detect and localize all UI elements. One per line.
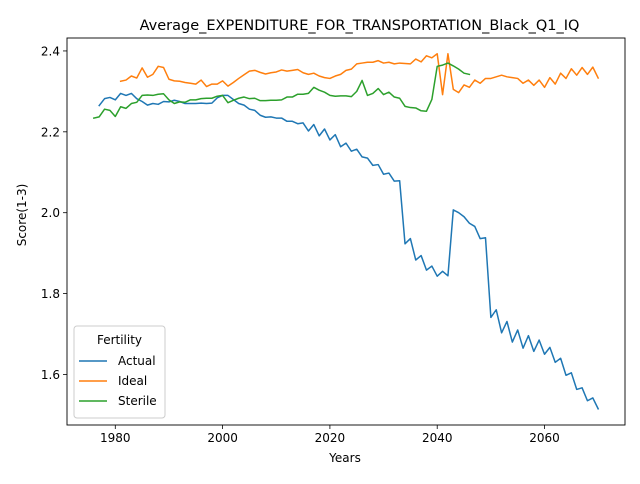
plot-area <box>92 53 600 410</box>
axes-frame <box>66 37 626 426</box>
legend-label-ideal: Ideal <box>118 374 147 388</box>
chart-title: Average_EXPENDITURE_FOR_TRANSPORTATION_B… <box>140 18 580 34</box>
series-line-ideal <box>119 53 600 96</box>
y-tick-label: 2.4 <box>41 44 60 58</box>
x-tick-label: 2000 <box>207 431 238 445</box>
x-axis: 1980 2000 2020 2040 2060 <box>100 425 560 445</box>
y-axis: 1.6 1.8 2.0 2.2 2.4 <box>41 44 67 382</box>
x-tick-label: 2040 <box>422 431 453 445</box>
y-tick-label: 2.2 <box>41 125 60 139</box>
x-tick-label: 1980 <box>100 431 131 445</box>
legend-label-sterile: Sterile <box>118 394 157 408</box>
y-axis-label: Score(1-3) <box>15 184 29 247</box>
y-tick-label: 1.8 <box>41 287 60 301</box>
x-axis-label: Years <box>328 451 361 465</box>
series-line-sterile <box>92 62 471 119</box>
x-tick-label: 2020 <box>315 431 346 445</box>
x-tick-label: 2060 <box>529 431 560 445</box>
y-tick-label: 1.6 <box>41 368 60 382</box>
legend-title: Fertility <box>97 333 142 347</box>
legend-box <box>73 325 166 419</box>
legend: Fertility Actual Ideal Sterile <box>73 325 166 419</box>
y-tick-label: 2.0 <box>41 206 60 220</box>
legend-label-actual: Actual <box>118 354 156 368</box>
